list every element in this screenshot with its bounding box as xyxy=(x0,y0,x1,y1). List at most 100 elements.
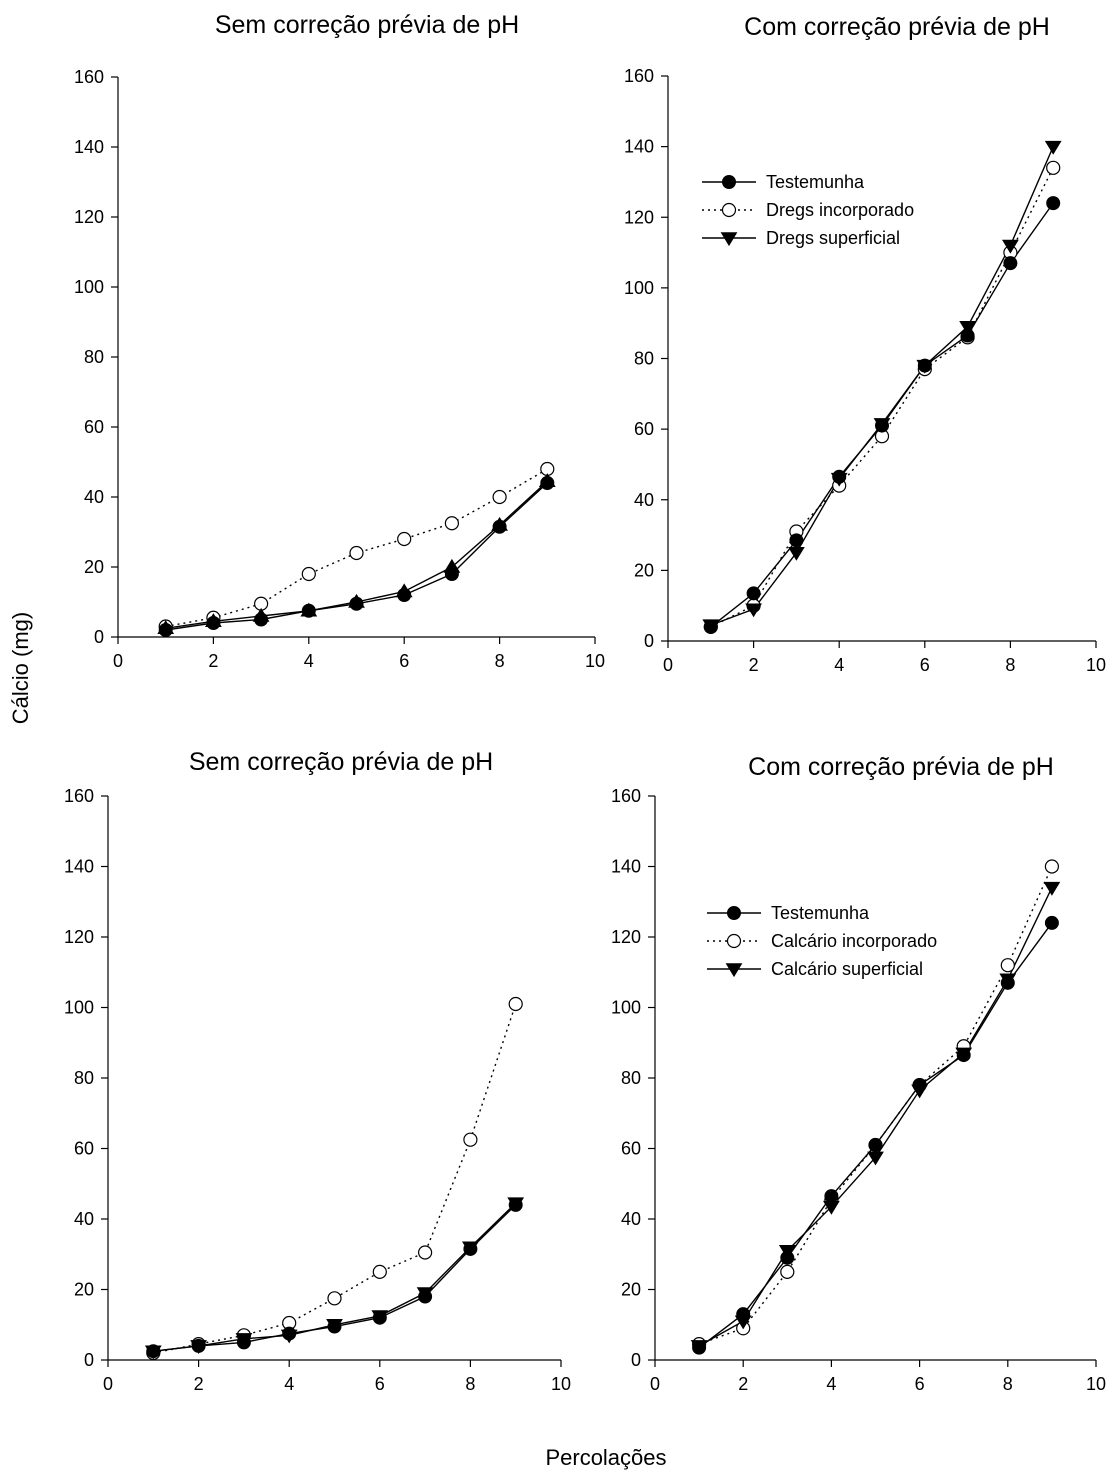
y-tick-label: 20 xyxy=(84,557,104,577)
data-point xyxy=(146,1344,161,1359)
y-tick-label: 160 xyxy=(624,66,654,86)
legend-marker xyxy=(727,906,741,920)
y-tick-label: 160 xyxy=(74,67,104,87)
y-tick-label: 20 xyxy=(74,1280,94,1300)
x-tick-label: 4 xyxy=(304,651,314,671)
data-point xyxy=(236,1335,251,1350)
data-point xyxy=(1000,958,1015,973)
legend-label: Dregs superficial xyxy=(766,228,900,248)
data-point xyxy=(463,1241,478,1256)
x-tick-label: 4 xyxy=(826,1374,836,1394)
chart-title: Sem correção prévia de pH xyxy=(215,11,519,39)
x-tick-label: 8 xyxy=(465,1374,475,1394)
chart-title: Sem correção prévia de pH xyxy=(189,748,493,776)
data-point xyxy=(372,1264,387,1279)
legend-marker xyxy=(726,933,742,949)
x-tick-label: 2 xyxy=(738,1374,748,1394)
data-point xyxy=(301,603,316,618)
y-tick-label: 120 xyxy=(74,207,104,227)
shared-x-axis-label: Percolações xyxy=(545,1445,666,1470)
series-points-1 xyxy=(692,915,1059,1355)
y-tick-label: 140 xyxy=(624,137,654,157)
data-point xyxy=(868,1137,883,1152)
data-point xyxy=(418,1245,433,1260)
y-tick-label: 100 xyxy=(611,998,641,1018)
x-tick-label: 8 xyxy=(1005,655,1015,675)
chart-title: Com correção prévia de pH xyxy=(748,753,1054,781)
data-point xyxy=(780,1264,795,1279)
x-tick-label: 10 xyxy=(551,1374,571,1394)
y-tick-label: 0 xyxy=(644,631,654,651)
x-tick-label: 4 xyxy=(834,655,844,675)
panels: Sem correção prévia de pH0 2 4 6 8 1002040608… xyxy=(64,11,1106,1394)
chart-title: Com correção prévia de pH xyxy=(744,13,1050,41)
y-tick-label: 60 xyxy=(74,1139,94,1159)
data-point xyxy=(1044,915,1059,930)
y-tick-label: 120 xyxy=(611,927,641,947)
series-line-2 xyxy=(165,468,548,628)
x-tick-label: 10 xyxy=(1086,655,1106,675)
x-tick-label: 6 xyxy=(375,1374,385,1394)
y-tick-label: 120 xyxy=(64,927,94,947)
x-tick-label: 0 xyxy=(113,651,123,671)
legend-label: Testemunha xyxy=(771,903,870,923)
y-tick-label: 40 xyxy=(621,1209,641,1229)
y-tick-label: 80 xyxy=(84,347,104,367)
data-point xyxy=(397,588,412,602)
y-tick-label: 140 xyxy=(611,857,641,877)
series-points-1 xyxy=(158,476,555,637)
data-point xyxy=(282,1326,297,1341)
data-point xyxy=(824,1189,839,1204)
data-point xyxy=(254,612,269,627)
legend-marker xyxy=(720,232,738,247)
y-tick-label: 140 xyxy=(64,857,94,877)
data-point xyxy=(492,489,507,505)
y-tick-label: 160 xyxy=(611,786,641,806)
x-tick-label: 8 xyxy=(495,651,505,671)
data-point xyxy=(372,1310,387,1325)
x-tick-label: 6 xyxy=(915,1374,925,1394)
y-tick-label: 20 xyxy=(621,1280,641,1300)
data-point xyxy=(745,603,762,618)
legend: Testemunha Dregs incorporado Dregs superfi… xyxy=(702,172,914,248)
data-point xyxy=(327,1291,342,1306)
y-tick-label: 40 xyxy=(74,1209,94,1229)
data-point xyxy=(1044,140,1062,155)
data-point xyxy=(1044,859,1060,874)
data-point xyxy=(1043,881,1061,896)
x-tick-label: 0 xyxy=(103,1374,113,1394)
data-point xyxy=(692,1340,707,1355)
x-tick-label: 0 xyxy=(663,655,673,675)
data-point xyxy=(1000,975,1015,990)
x-tick-label: 6 xyxy=(399,651,409,671)
y-tick-label: 40 xyxy=(634,490,654,510)
x-tick-label: 2 xyxy=(749,655,759,675)
legend-label: Testemunha xyxy=(766,172,865,192)
series-points-1 xyxy=(146,1197,523,1359)
data-point xyxy=(736,1307,751,1322)
data-point xyxy=(158,623,173,637)
x-tick-label: 4 xyxy=(284,1374,294,1394)
y-tick-label: 140 xyxy=(74,137,104,157)
data-point xyxy=(1046,196,1061,211)
y-tick-label: 60 xyxy=(634,419,654,439)
chart-panel-2: Com correção prévia de pH0 2 4 6 8 1002040608… xyxy=(624,13,1106,675)
data-point xyxy=(956,1048,971,1063)
shared-y-axis-label: Cálcio (mg) xyxy=(8,612,33,724)
data-point xyxy=(327,1319,342,1334)
data-point xyxy=(508,1197,523,1212)
legend-label: Dregs incorporado xyxy=(766,200,914,220)
data-point xyxy=(301,566,316,582)
legend-label: Calcário incorporado xyxy=(771,931,937,951)
chart-panel-4: Com correção prévia de pH0 2 4 6 8 1002040608… xyxy=(611,753,1106,1394)
x-tick-label: 2 xyxy=(194,1374,204,1394)
data-point xyxy=(206,616,221,630)
chart-panel-1: Sem correção prévia de pH0 2 4 6 8 1002040608… xyxy=(74,11,605,671)
data-point xyxy=(917,358,932,373)
legend-marker xyxy=(721,202,737,218)
legend-label: Calcário superficial xyxy=(771,959,923,979)
data-point xyxy=(832,469,847,484)
data-point xyxy=(1003,256,1018,271)
data-point xyxy=(349,596,364,611)
